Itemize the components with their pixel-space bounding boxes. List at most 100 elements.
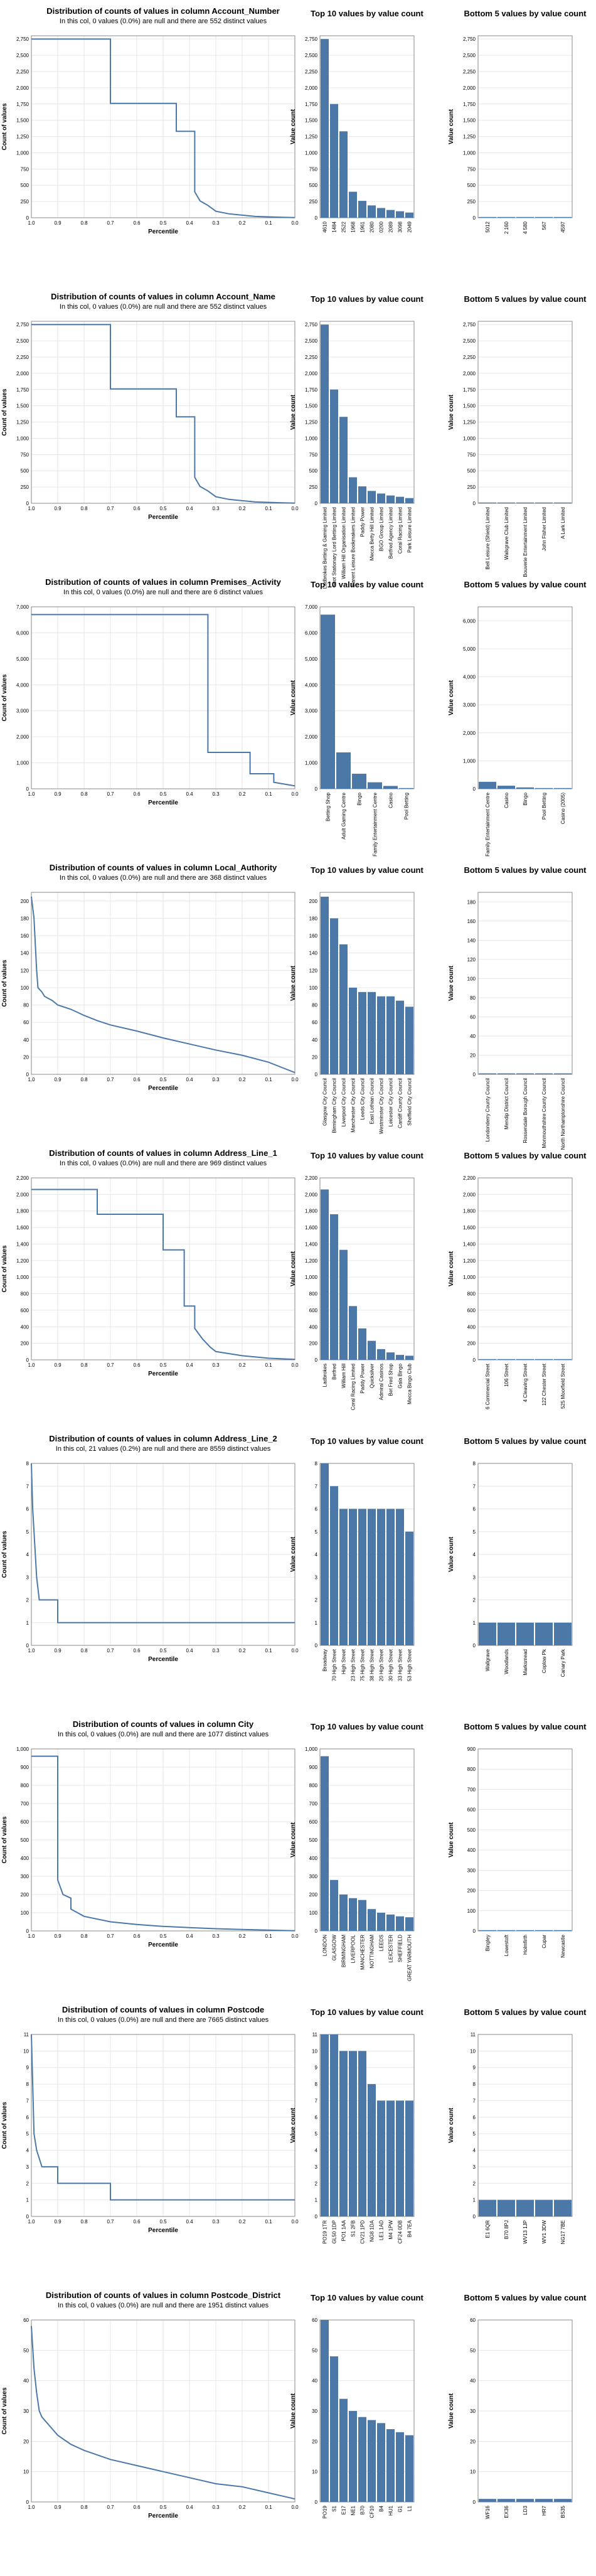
top10-chart-y-tick: 1,000 — [305, 1275, 318, 1280]
top10-chart-frame — [319, 321, 415, 504]
bottom5-chart-y-tick: 2 — [473, 2181, 476, 2186]
line-chart-y-tick: 40 — [23, 1037, 29, 1043]
top10-chart-y-tick: 7 — [315, 2098, 318, 2103]
bottom5-chart-y-tick: 400 — [467, 1324, 476, 1330]
bottom5-chart-y-tick: 3 — [473, 1574, 476, 1580]
line-chart-subtitle: In this col, 0 values (0.0%) are null an… — [58, 2302, 269, 2309]
top10-chart-y-tick: 2,200 — [305, 1175, 318, 1181]
line-chart-frame — [31, 1463, 295, 1646]
top10-chart-category-label: NE1 — [351, 2505, 356, 2515]
bottom5-chart-y-tick: 250 — [467, 199, 476, 205]
bottom5-chart-y-tick: 40 — [470, 1034, 476, 1039]
bottom5-chart-bar — [554, 1622, 572, 1645]
top10-chart-bar — [321, 324, 329, 503]
top10-chart-title: Top 10 values by value count — [311, 2007, 423, 2017]
chart-row-Address_Line_1: Distribution of counts of values in colu… — [1, 1148, 587, 1410]
line-chart-x-tick: 0.8 — [80, 1077, 88, 1082]
top10-chart-bar — [336, 752, 351, 789]
bottom5-chart-category-label: 4 Cleaving Street — [523, 1363, 528, 1402]
line-chart-x-tick: 0.7 — [107, 1362, 114, 1368]
top10-chart-category-label: Leicester City Council — [388, 1078, 394, 1127]
top10-chart-bar — [358, 2417, 366, 2502]
bottom5-chart-category-label: A Lark Limited — [560, 507, 566, 539]
bottom5-chart-y-tick: 300 — [467, 1868, 476, 1873]
bottom5-chart-y-tick: 1,200 — [463, 1258, 476, 1264]
top10-chart-frame — [319, 35, 415, 218]
bottom5-chart-bar — [535, 1073, 553, 1074]
top10-chart-y-tick: 2,750 — [305, 322, 318, 328]
top10-chart-bar — [368, 205, 376, 218]
line-chart-x-tick: 0.0 — [291, 2219, 299, 2225]
line-chart-x-tick: 0.4 — [186, 1648, 193, 1654]
top10-chart-bar — [396, 1355, 404, 1360]
line-chart-x-grid — [31, 36, 295, 218]
line-chart-y-tick: 7 — [26, 2098, 29, 2103]
bottom5-chart-category-label: 567 — [541, 221, 547, 230]
bottom5-chart-y-tick: 200 — [467, 1341, 476, 1347]
line-chart-y-tick: 0 — [26, 786, 29, 792]
top10-chart-category-label: Ladbrokes Betting & Gaming Limited — [322, 507, 328, 589]
line-chart-x-tick: 0.9 — [54, 1077, 61, 1082]
top10-chart-y-label: Value count — [290, 2393, 297, 2429]
top10-chart-y-tick: 4 — [315, 2148, 318, 2154]
bottom5-chart-y-tick: 1,600 — [463, 1225, 476, 1231]
top10-chart-title: Top 10 values by value count — [311, 580, 423, 589]
top10-chart-category-label: Manchester City Council — [351, 1078, 356, 1133]
line-chart-y-tick: 4 — [26, 2148, 29, 2154]
line-chart-x-tick: 0.1 — [265, 1077, 272, 1082]
bottom5-chart-y-tick: 1,250 — [463, 420, 476, 425]
line-chart-y-tick: 8 — [26, 1461, 29, 1467]
line-chart-y-tick: 1,250 — [16, 420, 29, 425]
line-chart-x-tick: 0.2 — [238, 1933, 246, 1939]
top10-chart-bar — [377, 2100, 385, 2216]
line-chart-y-tick: 2,000 — [16, 734, 29, 740]
bottom5-chart-category-label: Casino (2005) — [560, 793, 566, 825]
top10-chart-bar — [349, 191, 357, 218]
top10-chart-category-label: S1 — [332, 2505, 338, 2511]
top10-chart-category-label: Admiral Casinos — [379, 1364, 385, 1400]
line-chart-x-label: Percentile — [148, 2513, 178, 2520]
top10-chart-category-label: CF24 0DB — [398, 2220, 403, 2243]
line-chart-y-tick: 80 — [23, 1003, 29, 1008]
top10-chart-y-tick: 900 — [309, 1765, 318, 1770]
bottom5-chart-y-tick: 4,000 — [463, 675, 476, 680]
top10-chart-bar — [349, 1509, 357, 1645]
bottom5-chart-category-label: 122 Chester Street — [541, 1363, 547, 1406]
bottom5-chart-y-tick: 2,750 — [463, 36, 476, 42]
top10-chart-category-label: Scot Stationary Lord Betting Limited — [332, 507, 338, 587]
top10-chart-bar — [377, 2423, 385, 2502]
bottom5-chart-title: Bottom 5 values by value count — [464, 1436, 587, 1446]
line-chart-y-tick: 4,000 — [16, 682, 29, 688]
bottom5-chart-y-tick: 1 — [473, 1620, 476, 1626]
line-chart-y-tick: 500 — [21, 1837, 29, 1843]
line-chart-x-label: Percentile — [148, 228, 178, 235]
top10-chart-bar — [358, 1328, 366, 1360]
line-chart-y-tick: 200 — [21, 1892, 29, 1898]
bottom5-chart-category-label: Bell Leisure (Shield) Limited — [485, 507, 491, 570]
line-chart-y-tick: 6,000 — [16, 630, 29, 636]
top10-chart-y-tick: 1,600 — [305, 1225, 318, 1231]
top10-chart-bar — [321, 1756, 329, 1931]
line-chart-y-tick: 40 — [23, 2378, 29, 2384]
top10-chart-y-tick: 2,250 — [305, 69, 318, 75]
top10-chart-category-label: 4610 — [322, 221, 328, 232]
bottom5-chart-category-label: B70 8PJ — [504, 2220, 509, 2239]
top10-chart-y-tick: 200 — [309, 1341, 318, 1347]
top10-chart-category-label: Bingo — [357, 792, 363, 805]
line-chart-x-tick: 1.0 — [28, 791, 35, 797]
bottom5-chart-y-tick: 2,500 — [463, 53, 476, 58]
line-chart-x-tick: 1.0 — [28, 2504, 35, 2510]
bottom5-chart-category-label: WV1 3DW — [541, 2220, 547, 2244]
bottom5-chart-category-label: North Northamptonshire Council — [560, 1078, 566, 1150]
top10-chart-y-label: Value count — [290, 1251, 297, 1286]
top10-chart-y-tick: 80 — [312, 1003, 317, 1008]
bottom5-chart-y-tick: 50 — [470, 2348, 476, 2353]
line-chart-y-tick: 600 — [21, 1308, 29, 1313]
bottom5-chart-y-tick: 140 — [467, 938, 476, 943]
bottom5-chart-y-tick: 2 — [473, 1598, 476, 1603]
line-chart-x-tick: 0.1 — [265, 1933, 272, 1939]
line-chart-series — [31, 1189, 295, 1360]
line-chart-y-tick: 900 — [21, 1765, 29, 1770]
bottom5-chart-bar — [479, 216, 496, 218]
bottom5-chart-category-label: 5012 — [485, 221, 491, 232]
